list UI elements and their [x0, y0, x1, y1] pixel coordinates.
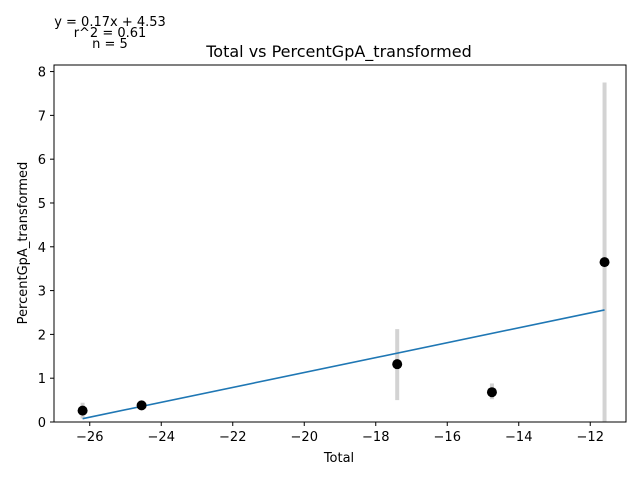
y-tick-label-4: 4 [38, 241, 46, 256]
data-point-0 [77, 405, 88, 416]
x-tick-label-4: −18 [362, 430, 389, 445]
sample-count: n = 5 [92, 37, 128, 52]
x-tick-label-3: −20 [291, 430, 318, 445]
x-tick-label-1: −24 [148, 430, 175, 445]
fit-r-squared: r^2 = 0.61 [74, 26, 147, 41]
y-tick-label-8: 8 [38, 66, 46, 81]
fit-equation: y = 0.17x + 4.53 [54, 15, 166, 30]
data-point-1 [136, 400, 147, 411]
chart-title: Total vs PercentGpA_transformed [205, 42, 471, 62]
data-point-3 [486, 387, 497, 398]
y-tick-label-5: 5 [38, 197, 46, 212]
y-tick-label-1: 1 [38, 372, 46, 387]
data-point-2 [392, 359, 403, 370]
y-tick-label-3: 3 [38, 285, 46, 300]
y-tick-label-6: 6 [38, 153, 46, 168]
data-point-4 [599, 257, 610, 268]
y-tick-label-0: 0 [38, 416, 46, 431]
y-tick-label-7: 7 [38, 109, 46, 124]
axes-frame [53, 64, 627, 423]
y-axis-label: PercentGpA_transformed [16, 162, 31, 325]
x-axis-label: Total [323, 451, 354, 466]
x-tick-label-2: −22 [219, 430, 246, 445]
x-tick-label-6: −14 [505, 430, 532, 445]
x-tick-label-7: −12 [577, 430, 604, 445]
y-tick-label-2: 2 [38, 328, 46, 343]
x-tick-label-5: −16 [434, 430, 461, 445]
plot-area: −26 −24 −22 −20 −18 −16 −14 −12 0 1 2 3 4 5 6 7 8 [38, 64, 627, 445]
x-tick-label-0: −26 [76, 430, 103, 445]
regression-line [82, 309, 605, 420]
